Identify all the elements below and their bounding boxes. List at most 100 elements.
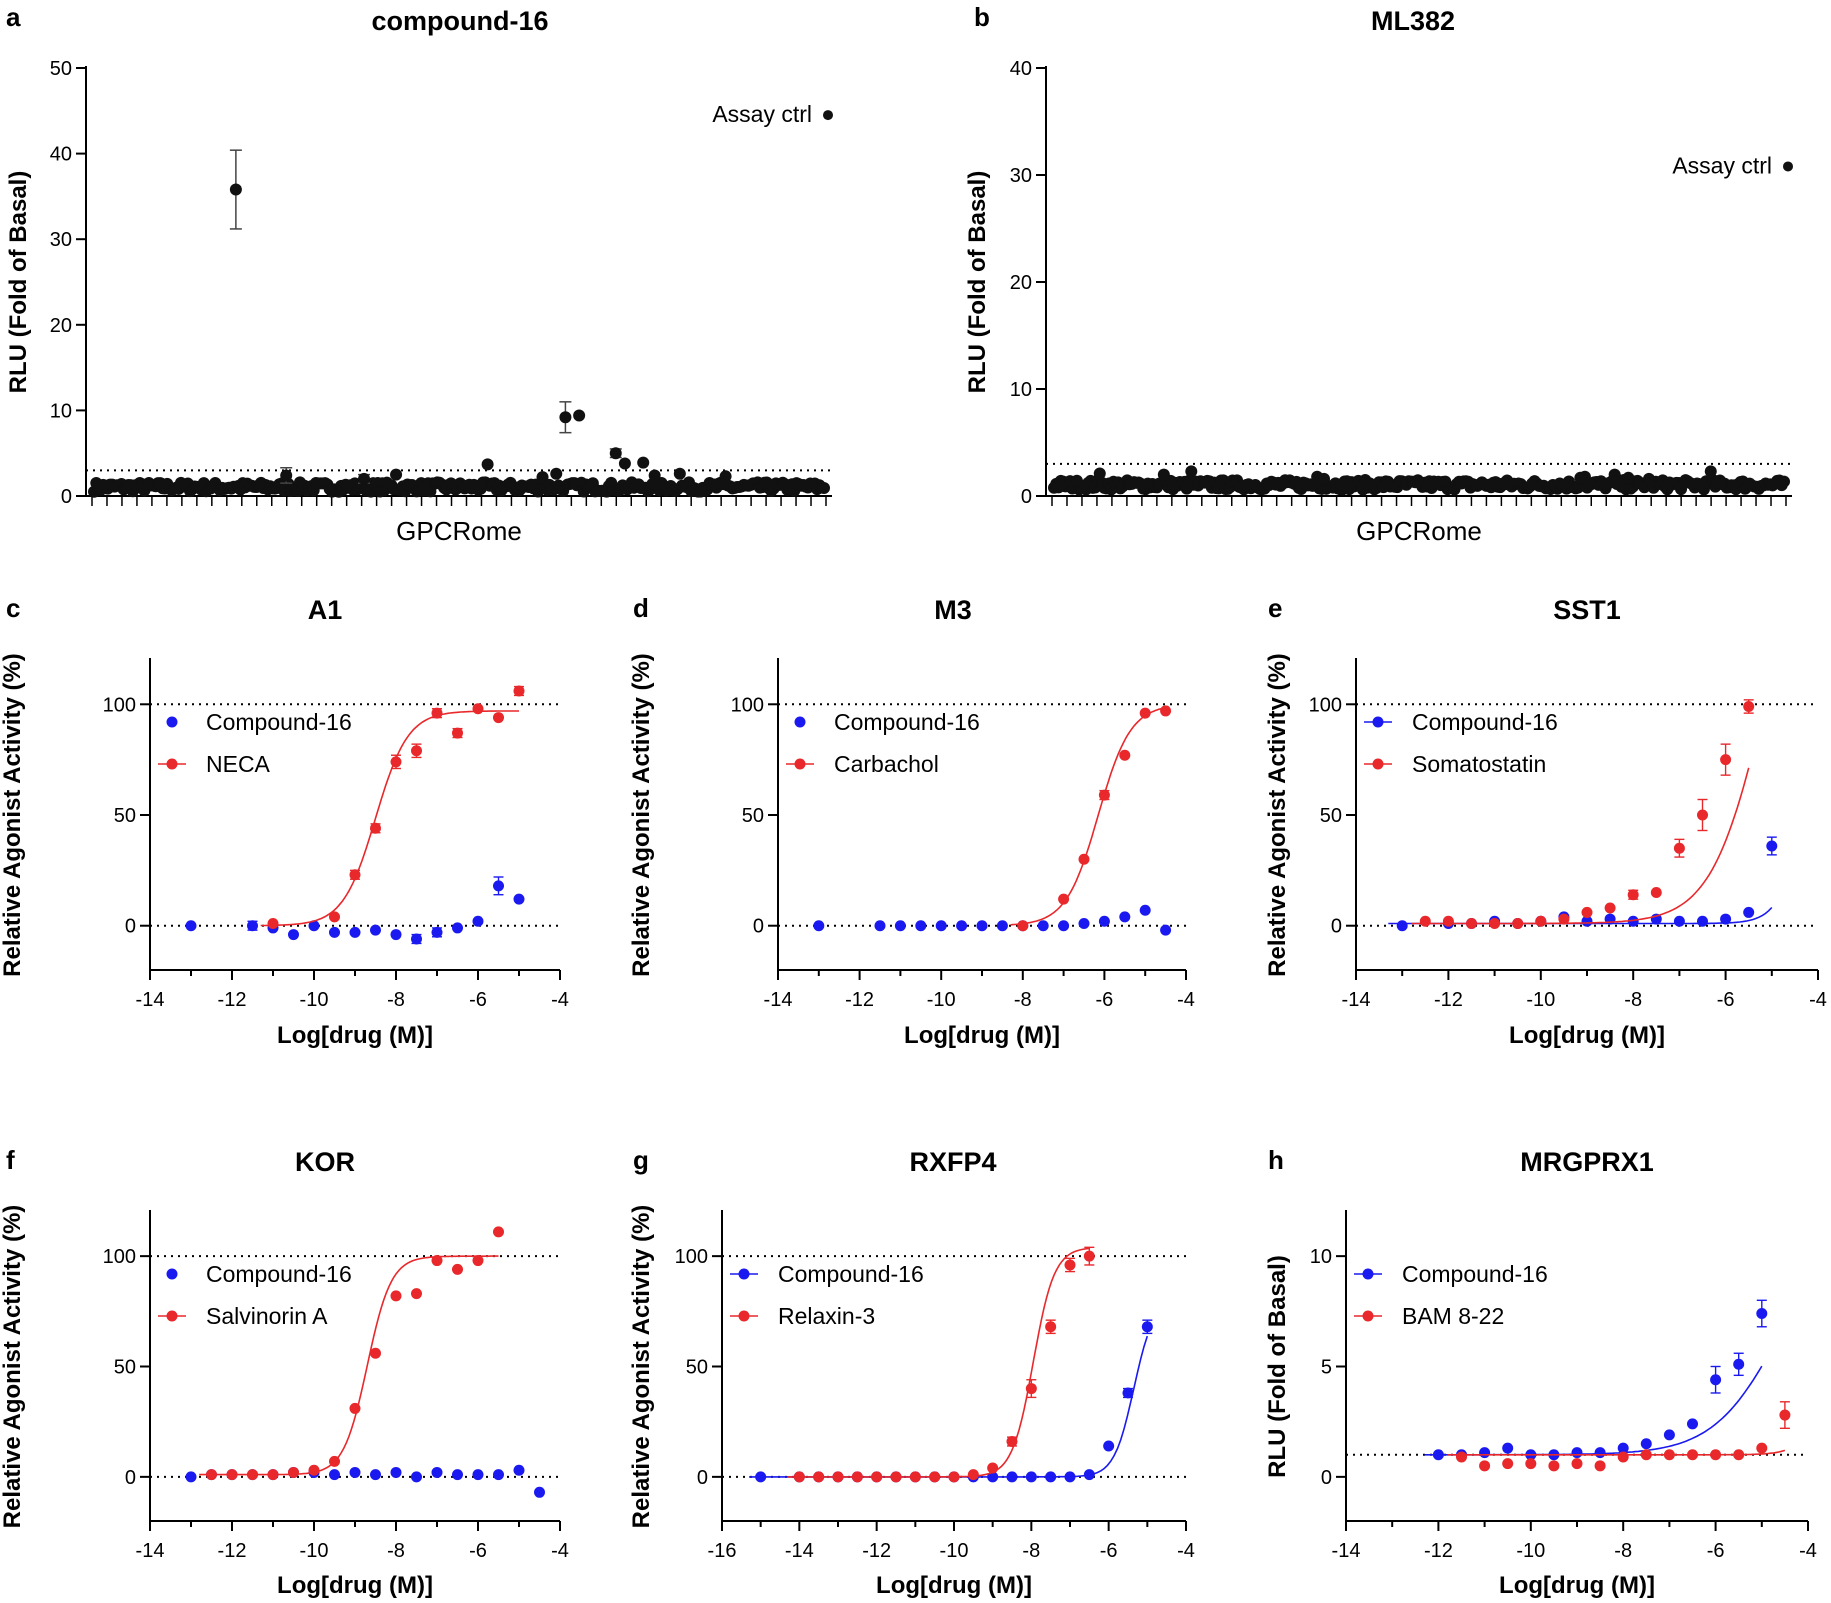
y-axis-label: RLU (Fold of Basal) bbox=[1264, 1255, 1291, 1478]
data-point bbox=[1037, 920, 1049, 932]
data-point bbox=[1479, 1460, 1491, 1472]
y-tick-label: 10 bbox=[1310, 1246, 1332, 1268]
x-tick-label: -14 bbox=[785, 1540, 814, 1562]
data-point bbox=[871, 1471, 883, 1483]
data-point bbox=[1617, 1442, 1629, 1454]
data-point bbox=[755, 1471, 767, 1483]
data-point bbox=[1017, 920, 1029, 932]
data-point bbox=[1489, 918, 1501, 929]
data-point bbox=[1078, 853, 1090, 865]
legend-marker bbox=[738, 1268, 750, 1280]
data-point bbox=[1141, 1321, 1153, 1333]
data-point bbox=[948, 1471, 960, 1483]
x-tick-label: -4 bbox=[1177, 1540, 1195, 1562]
data-point bbox=[1103, 1440, 1115, 1452]
y-tick-label: 40 bbox=[1010, 58, 1032, 80]
data-point bbox=[1622, 471, 1635, 484]
data-point bbox=[1720, 913, 1732, 925]
legend-label: Compound-16 bbox=[206, 709, 352, 735]
data-point bbox=[1512, 918, 1524, 929]
data-point bbox=[967, 1469, 979, 1481]
data-point bbox=[550, 467, 563, 480]
data-point bbox=[226, 1469, 238, 1481]
data-point bbox=[431, 926, 443, 938]
panel-a: a compound-16 0 10 20 30 40 50 RLU (Fold of Basa… bbox=[5, 2, 833, 546]
y-axis-label: Relative Agonist Activity (%) bbox=[0, 653, 26, 977]
x-tick-label: -16 bbox=[708, 1540, 737, 1562]
y-axis-label: Relative Agonist Activity (%) bbox=[628, 1205, 655, 1529]
data-point bbox=[874, 920, 886, 932]
data-point bbox=[976, 920, 988, 932]
data-point bbox=[1733, 1449, 1745, 1461]
data-point bbox=[1160, 924, 1172, 936]
y-tick-label: 50 bbox=[50, 58, 72, 80]
data-point bbox=[1058, 893, 1070, 905]
data-point bbox=[1673, 915, 1685, 927]
data-point bbox=[1697, 915, 1708, 927]
data-point bbox=[1581, 915, 1593, 927]
x-tick-label: -12 bbox=[862, 1540, 891, 1562]
data-point bbox=[1396, 920, 1408, 932]
data-point bbox=[1502, 1458, 1514, 1470]
data-point bbox=[935, 920, 947, 932]
data-point bbox=[1502, 1442, 1514, 1454]
legend-marker bbox=[166, 758, 178, 770]
data-point bbox=[390, 468, 403, 481]
x-tick-label: -10 bbox=[1526, 989, 1555, 1011]
data-point bbox=[1119, 911, 1131, 923]
fit-curve bbox=[1010, 706, 1166, 926]
chart-title: ML382 bbox=[1371, 6, 1455, 36]
panel-letter: g bbox=[633, 1145, 649, 1175]
data-point bbox=[1045, 1321, 1057, 1333]
data-point bbox=[1558, 913, 1570, 925]
data-point bbox=[1025, 1383, 1037, 1395]
chart-title: KOR bbox=[295, 1147, 355, 1177]
data-point bbox=[894, 920, 906, 932]
data-point bbox=[719, 470, 732, 483]
x-tick-label: -6 bbox=[1717, 989, 1735, 1011]
data-point bbox=[929, 1471, 941, 1483]
data-point bbox=[1663, 1429, 1675, 1441]
fit-curve bbox=[749, 1335, 1149, 1478]
y-tick-label: 20 bbox=[1010, 272, 1032, 294]
legend-label: NECA bbox=[206, 751, 271, 777]
x-tick-label: -4 bbox=[551, 1540, 569, 1562]
data-point bbox=[1045, 1471, 1057, 1483]
x-tick-label: -14 bbox=[1342, 989, 1371, 1011]
assay-ctrl-label: Assay ctrl bbox=[712, 101, 812, 127]
legend-marker bbox=[1372, 758, 1384, 770]
data-point bbox=[1466, 918, 1477, 929]
x-tick-label: -10 bbox=[940, 1540, 969, 1562]
x-tick-label: -6 bbox=[1096, 989, 1114, 1011]
y-tick-label: 30 bbox=[1010, 165, 1032, 187]
legend-label: Compound-16 bbox=[1412, 709, 1558, 735]
data-point bbox=[349, 926, 361, 938]
legend-label: Relaxin-3 bbox=[778, 1303, 875, 1329]
data-point bbox=[1663, 1449, 1675, 1461]
data-point bbox=[1006, 1471, 1018, 1483]
y-tick-label: 50 bbox=[114, 1357, 136, 1379]
data-point bbox=[431, 1255, 443, 1267]
data-point bbox=[308, 1464, 320, 1476]
data-point bbox=[1594, 1447, 1606, 1459]
x-tick-label: -10 bbox=[1516, 1540, 1545, 1562]
data-point bbox=[1318, 472, 1331, 485]
data-point bbox=[1098, 915, 1110, 927]
data-point bbox=[1627, 889, 1639, 901]
data-point bbox=[1479, 1447, 1491, 1459]
x-tick-label: -4 bbox=[1177, 989, 1195, 1011]
data-point bbox=[832, 1471, 844, 1483]
data-point bbox=[1704, 465, 1717, 478]
y-tick-label: 20 bbox=[50, 315, 72, 337]
data-point bbox=[329, 911, 340, 923]
panel-e: e SST1 0 50 100 Relative Agonist Activity (%)… bbox=[1264, 593, 1827, 1049]
data-point bbox=[1083, 1250, 1095, 1262]
y-tick-label: 10 bbox=[50, 400, 72, 422]
data-point bbox=[1756, 1442, 1768, 1454]
data-point bbox=[481, 458, 494, 471]
data-point bbox=[472, 1255, 484, 1267]
x-tick-label: -14 bbox=[1332, 1540, 1361, 1562]
chart-title: MRGPRX1 bbox=[1520, 1147, 1654, 1177]
data-point bbox=[1640, 1438, 1652, 1450]
